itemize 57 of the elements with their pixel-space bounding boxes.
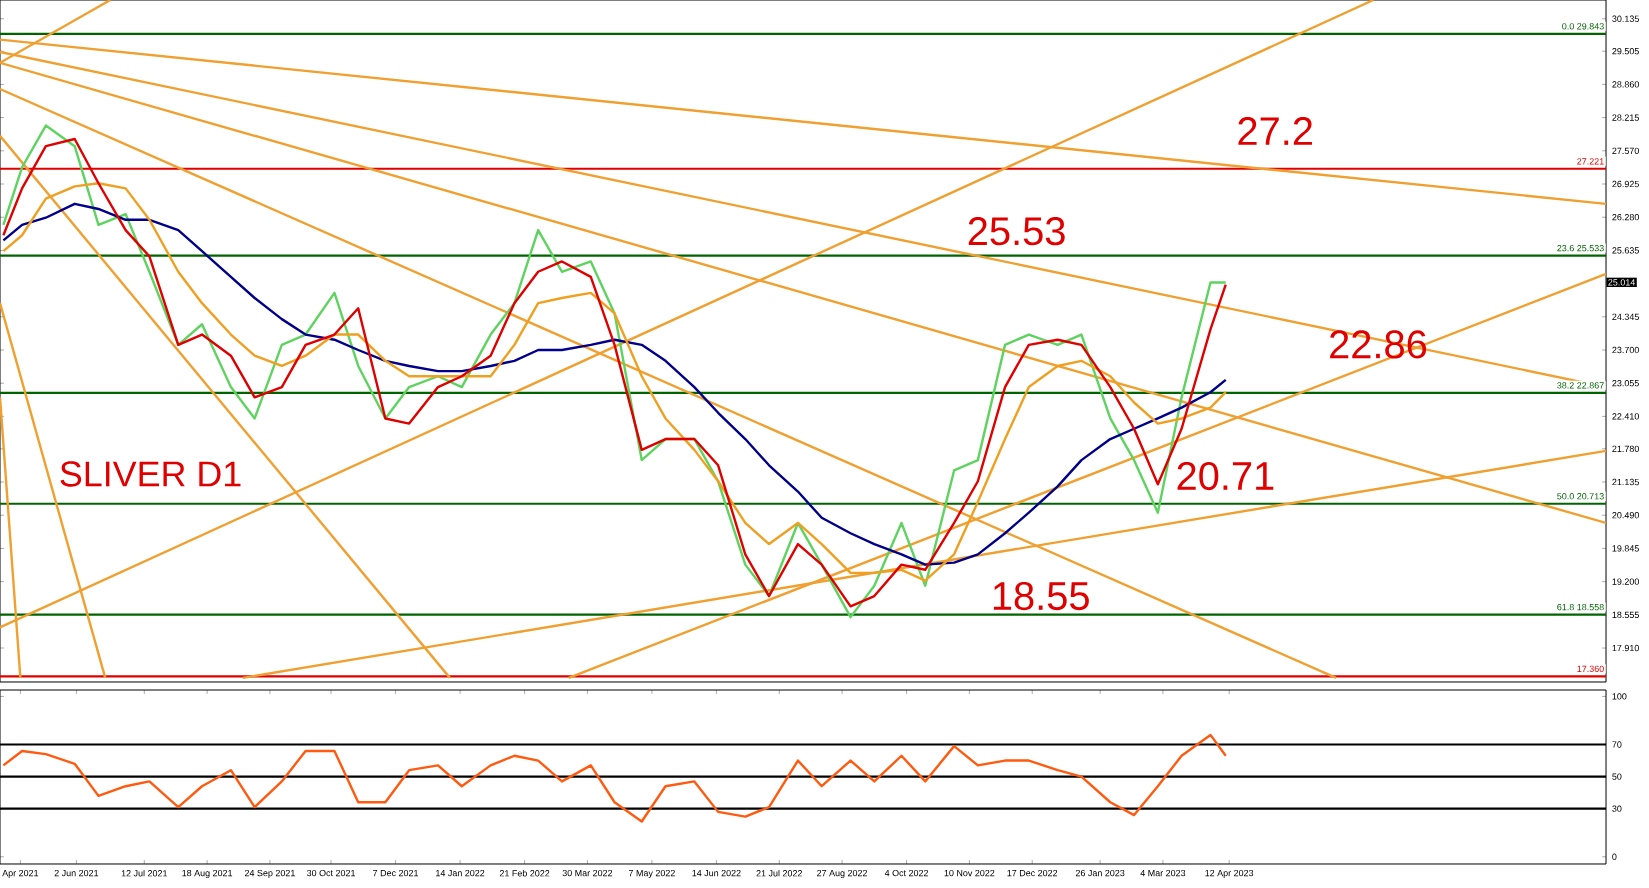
- y-tick-label: 18.555: [1612, 611, 1639, 618]
- x-tick-label: 10 Nov 2022: [944, 869, 995, 877]
- annotation: 27.2: [1238, 117, 1312, 145]
- x-tick-label: 21 Feb 2022: [499, 869, 550, 877]
- annotation: 18.55: [993, 581, 1089, 611]
- x-tick-label: 4 Oct 2022: [884, 869, 929, 877]
- y-tick-label: 100: [1612, 693, 1627, 700]
- annotation: 25.53: [968, 217, 1065, 246]
- x-tick-label: 4 Mar 2023: [1140, 869, 1186, 877]
- y-tick-label: 17.910: [1612, 644, 1639, 652]
- ref-line-label: 0.0 29.843: [1562, 23, 1604, 30]
- y-tick-label: 27.570: [1612, 147, 1639, 154]
- y-tick-label: 19.845: [1612, 545, 1639, 552]
- y-tick-label: 70: [1612, 741, 1622, 748]
- y-tick-label: 28.860: [1612, 81, 1639, 88]
- x-tick-label: 7 May 2022: [628, 869, 675, 878]
- y-tick-label: 20.490: [1612, 512, 1639, 519]
- ref-line-label: 27.221: [1577, 158, 1604, 165]
- y-tick-label: 26.925: [1612, 180, 1639, 188]
- y-tick-label: 23.700: [1612, 346, 1639, 354]
- ref-line-label: 23.6 25.533: [1557, 244, 1604, 252]
- x-tick-label: 26 Jan 2023: [1075, 869, 1125, 877]
- x-tick-label: 30 Oct 2021: [306, 869, 356, 877]
- x-tick-label: 18 Aug 2021: [182, 869, 233, 878]
- x-tick-label: 12 Apr 2023: [1205, 869, 1254, 878]
- x-tick-label: 27 Aug 2022: [817, 869, 868, 878]
- y-tick-label: 24.345: [1612, 313, 1639, 320]
- y-tick-label: 50: [1612, 773, 1622, 780]
- x-tick-label: 12 Jul 2021: [121, 869, 168, 877]
- y-tick-label: 25.635: [1612, 247, 1639, 254]
- x-tick-label: 14 Jan 2022: [436, 869, 485, 877]
- y-tick-label: 30: [1612, 805, 1622, 812]
- y-tick-label: 19.200: [1612, 578, 1639, 585]
- y-tick-label: 26.280: [1612, 214, 1639, 221]
- y-tick-label: 0: [1612, 853, 1617, 860]
- ref-line-label: 61.8 18.558: [1557, 604, 1604, 611]
- x-tick-label: 21 Jul 2022: [756, 869, 802, 877]
- x-tick-label: 2 Jun 2021: [54, 869, 99, 877]
- x-tick-label: 30 Mar 2022: [562, 869, 613, 877]
- y-tick-label: 21.780: [1612, 445, 1639, 452]
- y-tick-label: 28.215: [1612, 114, 1639, 121]
- x-tick-label: 24 Sep 2021: [244, 869, 295, 878]
- y-tick-label: 21.135: [1612, 478, 1639, 486]
- annotation: 20.71: [1177, 461, 1274, 491]
- x-tick-label: 17 Dec 2022: [1007, 869, 1058, 877]
- y-tick-label: 30.135: [1612, 15, 1639, 22]
- y-tick-label: 22.410: [1612, 413, 1639, 420]
- text: SLIVER D1: [60, 461, 241, 487]
- ref-line-label: 38.2 22.867: [1557, 382, 1604, 389]
- text: 25.014: [1608, 279, 1636, 286]
- x-tick-label: 14 Jun 2022: [692, 869, 741, 877]
- ref-line-label: 50.0 20.713: [1557, 493, 1604, 500]
- x-tick-label: 7 Dec 2021: [373, 869, 419, 877]
- y-tick-label: 29.505: [1612, 48, 1639, 55]
- x-tick-label: Apr 2021: [2, 869, 39, 878]
- y-tick-label: 23.055: [1612, 380, 1639, 387]
- ref-line-label: 17.360: [1577, 665, 1604, 672]
